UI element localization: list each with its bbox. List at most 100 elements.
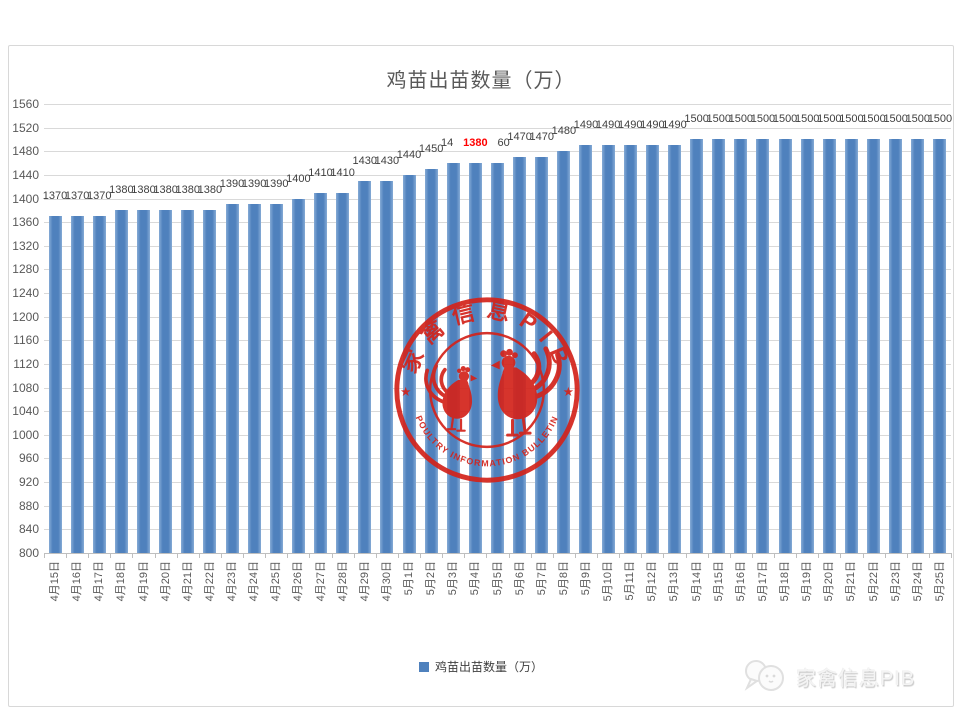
x-tick-label: 4月18日 bbox=[115, 561, 128, 602]
bar-value-label: 1490 bbox=[617, 119, 643, 132]
bar-value-label: 1370 bbox=[87, 190, 112, 203]
axis-tick bbox=[862, 553, 864, 558]
bar-value-label: 1410 bbox=[308, 166, 333, 179]
axis-tick bbox=[420, 553, 422, 558]
bar bbox=[203, 210, 217, 553]
bar bbox=[822, 139, 836, 553]
y-tick-label: 880 bbox=[18, 498, 39, 513]
x-tick-label: 4月26日 bbox=[292, 561, 305, 602]
bar-value-label: 1380 bbox=[131, 184, 156, 197]
x-tick-label: 5月21日 bbox=[845, 561, 858, 602]
axis-tick bbox=[220, 553, 222, 558]
bar bbox=[933, 139, 947, 553]
x-tick-label: 5月9日 bbox=[579, 561, 592, 596]
y-tick-label: 1400 bbox=[12, 191, 39, 206]
stamp-star-right-icon: ★ bbox=[563, 384, 574, 399]
stamp-watermark: 家禽信息PIB POULTRY INFORMATION BULLETIN ★ ★ bbox=[394, 296, 580, 483]
bar bbox=[690, 139, 704, 553]
axis-tick bbox=[729, 553, 731, 558]
chart-area: 鸡苗出苗数量（万） 鸡苗出苗数量（万） 800 840 880 920 960 1000 1… bbox=[8, 45, 954, 707]
bar-value-label: 1500 bbox=[927, 113, 953, 126]
x-tick-label: 4月27日 bbox=[314, 561, 327, 602]
bar bbox=[712, 139, 726, 553]
axis-tick bbox=[951, 553, 952, 558]
bar-value-label: 1390 bbox=[241, 178, 267, 191]
x-tick-label: 5月25日 bbox=[933, 561, 946, 602]
bar bbox=[402, 174, 416, 553]
axis-tick bbox=[663, 553, 665, 558]
axis-tick bbox=[353, 553, 355, 558]
x-tick-label: 5月11日 bbox=[624, 561, 637, 601]
bar bbox=[314, 192, 328, 553]
axis-tick bbox=[530, 553, 532, 558]
x-tick-label: 4月21日 bbox=[181, 561, 194, 602]
bar bbox=[911, 139, 925, 553]
x-tick-label: 5月3日 bbox=[447, 561, 460, 596]
bar bbox=[491, 163, 504, 553]
bar bbox=[137, 210, 151, 553]
bar bbox=[535, 157, 549, 553]
axis-tick bbox=[287, 553, 289, 558]
bar-value-label: 1380 bbox=[175, 184, 201, 197]
bar bbox=[225, 204, 239, 553]
bar-value-label: 1400 bbox=[286, 172, 311, 185]
bar bbox=[645, 145, 659, 553]
bar bbox=[800, 139, 814, 553]
axis-tick bbox=[198, 553, 200, 558]
axis-tick bbox=[331, 553, 333, 558]
x-tick-label: 5月7日 bbox=[535, 561, 548, 596]
axis-tick bbox=[176, 553, 178, 558]
gridline bbox=[44, 151, 951, 153]
x-tick-label: 4月20日 bbox=[159, 561, 172, 602]
bar bbox=[734, 139, 748, 553]
y-tick-label: 1040 bbox=[12, 404, 39, 419]
bar-value-label: 1440 bbox=[396, 148, 422, 161]
axis-tick bbox=[397, 553, 399, 558]
bar bbox=[889, 139, 903, 553]
bar-value-label: 1490 bbox=[595, 119, 621, 132]
bar bbox=[358, 180, 372, 553]
y-tick-label: 1360 bbox=[12, 215, 39, 230]
axis-tick bbox=[597, 553, 599, 558]
axis-tick bbox=[619, 553, 621, 558]
axis-tick bbox=[88, 553, 90, 558]
axis-tick bbox=[66, 553, 68, 558]
x-tick-label: 5月8日 bbox=[557, 561, 570, 596]
footer-logo-text: 家禽信息PIB bbox=[796, 667, 916, 690]
bar-value-label: 1490 bbox=[640, 119, 665, 132]
x-tick-label: 5月4日 bbox=[469, 561, 482, 596]
chick-logo-icon bbox=[744, 660, 784, 691]
y-tick-label: 1120 bbox=[13, 356, 39, 371]
bar-value-label: 1490 bbox=[662, 119, 687, 132]
bar bbox=[579, 145, 593, 553]
x-tick-label: 5月24日 bbox=[911, 561, 924, 602]
x-tick-label: 4月23日 bbox=[226, 561, 239, 602]
x-tick-label: 5月12日 bbox=[646, 561, 659, 602]
x-tick-label: 5月22日 bbox=[867, 561, 880, 602]
x-tick-label: 4月16日 bbox=[71, 561, 84, 602]
bar bbox=[601, 145, 615, 553]
bar bbox=[844, 139, 858, 553]
bar bbox=[181, 210, 195, 553]
y-tick-label: 1440 bbox=[12, 167, 39, 182]
rooster-icon bbox=[490, 346, 562, 437]
axis-tick bbox=[685, 553, 687, 558]
bar bbox=[623, 145, 637, 553]
legend: 鸡苗出苗数量（万） bbox=[9, 658, 953, 675]
axis-tick bbox=[774, 553, 776, 558]
bar bbox=[867, 139, 881, 553]
x-tick-label: 4月28日 bbox=[336, 561, 349, 602]
x-tick-label: 4月15日 bbox=[49, 561, 62, 602]
bar bbox=[247, 204, 261, 553]
x-tick-label: 4月19日 bbox=[137, 561, 150, 602]
bar-value-label: 1450 bbox=[418, 142, 444, 155]
stamp-star-left-icon: ★ bbox=[400, 384, 411, 399]
bar-value-label: 1500 bbox=[861, 113, 886, 126]
axis-tick bbox=[486, 553, 488, 558]
bar bbox=[159, 210, 173, 553]
bar bbox=[336, 192, 350, 553]
legend-swatch-icon bbox=[418, 661, 429, 672]
y-tick-label: 960 bbox=[18, 451, 39, 466]
bar-value-label: 1380 bbox=[153, 184, 178, 197]
y-tick-label: 1480 bbox=[12, 144, 39, 159]
